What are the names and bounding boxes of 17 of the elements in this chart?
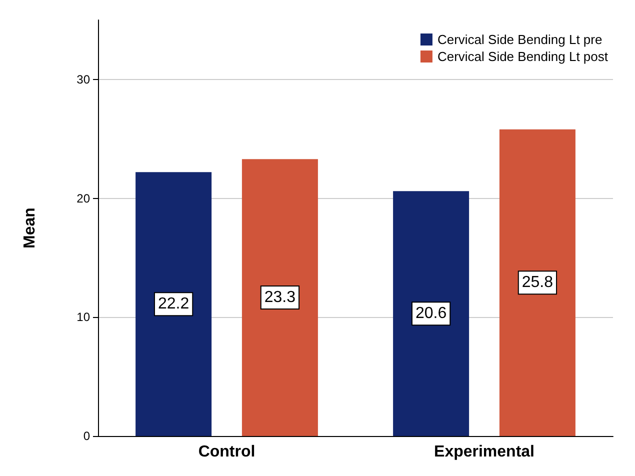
data-label: 23.3 <box>264 289 296 306</box>
data-label: 22.2 <box>158 296 190 313</box>
data-label: 25.8 <box>522 274 554 292</box>
data-label: 20.6 <box>415 305 447 322</box>
y-axis-title: Mean <box>22 208 38 248</box>
bar <box>136 172 212 436</box>
y-tick-label: 0 <box>83 429 90 443</box>
x-tick-label: Control <box>198 444 256 460</box>
bar <box>242 159 318 436</box>
bar <box>393 191 470 436</box>
legend-label: Cervical Side Bending Lt pre <box>437 32 602 47</box>
legend-label: Cervical Side Bending Lt post <box>437 49 608 64</box>
bar <box>499 129 576 436</box>
y-tick-label: 10 <box>76 310 90 324</box>
y-tick-label: 20 <box>76 191 90 206</box>
x-tick-label: Experimental <box>434 444 534 460</box>
y-tick-label: 30 <box>76 72 90 86</box>
